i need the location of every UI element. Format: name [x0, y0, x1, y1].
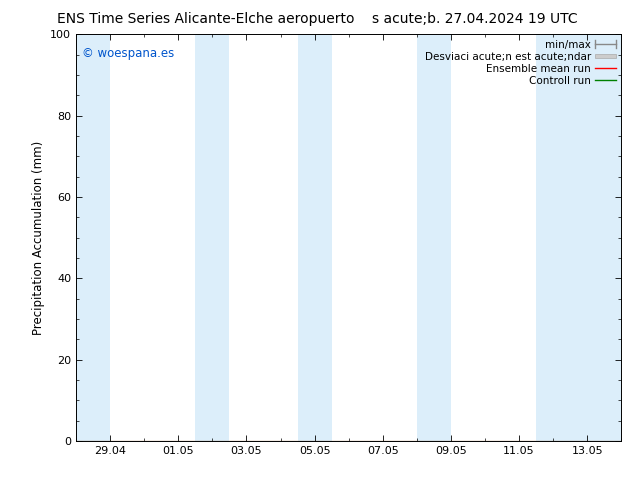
Y-axis label: Precipitation Accumulation (mm): Precipitation Accumulation (mm): [32, 141, 44, 335]
Text: © woespana.es: © woespana.es: [82, 47, 174, 59]
Bar: [195, 34, 230, 441]
Bar: [417, 34, 451, 441]
Legend: min/max, Desviaci acute;n est acute;ndar, Ensemble mean run, Controll run: min/max, Desviaci acute;n est acute;ndar…: [422, 36, 619, 89]
Text: ENS Time Series Alicante-Elche aeropuerto    s acute;b. 27.04.2024 19 UTC: ENS Time Series Alicante-Elche aeropuert…: [56, 12, 578, 26]
Bar: [536, 34, 621, 441]
Bar: [297, 34, 332, 441]
Bar: [76, 34, 110, 441]
